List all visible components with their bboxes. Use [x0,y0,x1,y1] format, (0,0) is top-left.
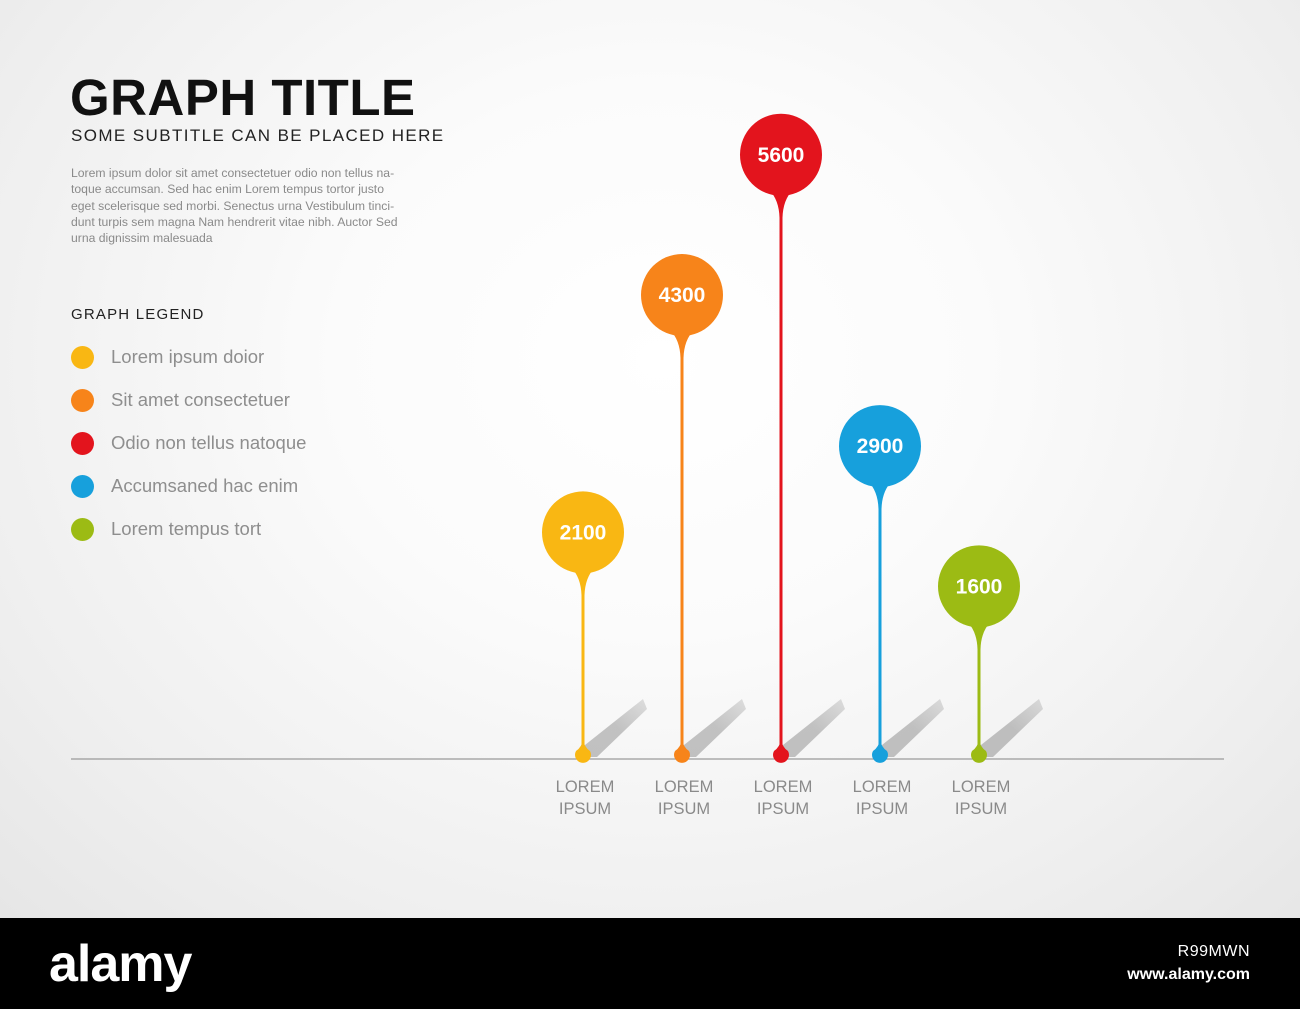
legend-dot [71,388,94,412]
category-label: LOREM [952,778,1011,796]
pin-shadow [981,699,1043,757]
pin-head [542,491,624,574]
pin-head [740,113,822,196]
legend-item: Odio non tellus natoque [71,430,306,456]
footer-bar [0,918,1300,1009]
category-label: IPSUM [955,800,1007,818]
category-label: LOREM [754,778,813,796]
description-line: eget scelerisque sed morbi. Senectus urn… [71,198,395,213]
category-label: IPSUM [757,800,809,818]
legend-dot [71,517,94,541]
pin-neck [769,189,793,218]
pin-neck [670,330,694,359]
description-text: Lorem ipsum dolor sit amet consectetuer … [71,165,431,246]
description-line: Lorem ipsum dolor sit amet consectetuer … [71,166,395,180]
graph-title: GRAPH TITLE [70,69,416,126]
pin-head [938,545,1020,628]
image-id: R99MWN [1177,943,1250,960]
infographic-canvas [0,0,1300,918]
description-line: toque accumsan. Sed hac enim Lorem tempu… [71,182,384,197]
legend-dot [71,431,94,455]
pin-head [641,254,723,337]
legend-label: Lorem tempus tort [111,518,262,539]
legend-title: GRAPH LEGEND [71,306,205,323]
legend-label: Odio non tellus natoque [111,432,307,453]
category-label: IPSUM [559,800,611,818]
pin-shadow [783,699,845,757]
pin-head [839,405,921,488]
data-label: 1600 [956,575,1003,598]
pin-base-drop [971,739,987,763]
pin-shadow [585,699,647,757]
category-label: IPSUM [658,800,710,818]
legend-item: Lorem tempus tort [71,516,261,542]
legend-item: Lorem ipsum doior [71,344,264,370]
chart-plot: 2100 LOREM IPSUM 4300 LOREM IPSUM 5600 LOREM IPS… [71,113,1224,818]
footer-url: www.alamy.com [1127,966,1250,983]
legend-label: Accumsaned hac enim [111,475,299,496]
data-label: 2900 [857,435,904,458]
legend-dot [71,345,94,369]
data-label: 4300 [659,284,706,307]
data-label: 2100 [560,521,607,544]
pin-base-drop [575,739,591,763]
data-label: 5600 [758,144,805,167]
category-label: LOREM [655,778,714,796]
legend-label: Lorem ipsum doior [111,346,265,367]
graph-subtitle: SOME SUBTITLE CAN BE PLACED HERE [71,126,445,145]
pin-shadow [684,699,746,757]
legend-item: Accumsaned hac enim [71,473,298,499]
pin-neck [967,621,991,650]
pin-base-drop [871,739,888,763]
alamy-logo: alamy [49,935,192,993]
category-label: LOREM [556,778,615,796]
category-label: LOREM [853,778,912,796]
legend-item: Sit amet consectetuer [71,387,290,413]
pin-neck [868,481,892,510]
pin-base-drop [674,739,690,763]
category-label: IPSUM [856,800,908,818]
description-line: urna dignissim malesuada [71,231,213,246]
description-line: dunt turpis sem magna Nam hendrerit vita… [71,214,398,229]
pin-base-drop [773,739,789,763]
pin-shadow [882,699,944,757]
legend-label: Sit amet consectetuer [111,389,290,410]
pin-neck [571,567,595,596]
legend-dot [71,474,94,498]
